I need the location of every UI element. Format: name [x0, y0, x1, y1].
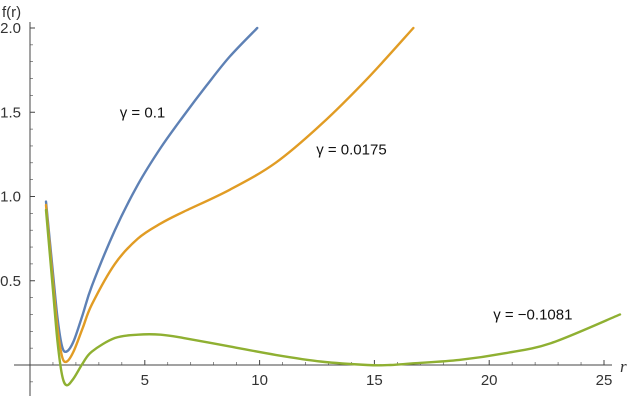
x-tick-label: 5 [141, 372, 149, 389]
y-tick-label: 2.0 [0, 20, 21, 37]
x-tick-label: 25 [596, 372, 613, 389]
x-axis-label: r [620, 357, 627, 376]
series-label-3: γ = −0.1081 [493, 306, 572, 323]
series-group [44, 26, 622, 387]
x-tick-label: 20 [481, 372, 498, 389]
x-tick-label: 10 [251, 372, 268, 389]
series-line-2 [44, 26, 415, 364]
y-tick-label: 1.0 [0, 189, 21, 206]
axes [14, 22, 612, 396]
ticks [30, 27, 605, 383]
labels: 5 10 15 20 25 0.5 1.0 1.5 2.0f(r) r γ = 0.1 γ = 0.0… [0, 4, 627, 389]
series-label-2: γ = 0.0175 [316, 141, 386, 158]
series-label-1: γ = 0.1 [120, 104, 165, 121]
y-tick-label: 1.5 [0, 104, 21, 121]
y-tick-label: 0.5 [0, 273, 21, 290]
y-axis-label: f(r) [2, 4, 21, 21]
series-line-3 [44, 208, 622, 387]
series-line-1 [44, 26, 259, 354]
x-tick-label: 15 [366, 372, 383, 389]
